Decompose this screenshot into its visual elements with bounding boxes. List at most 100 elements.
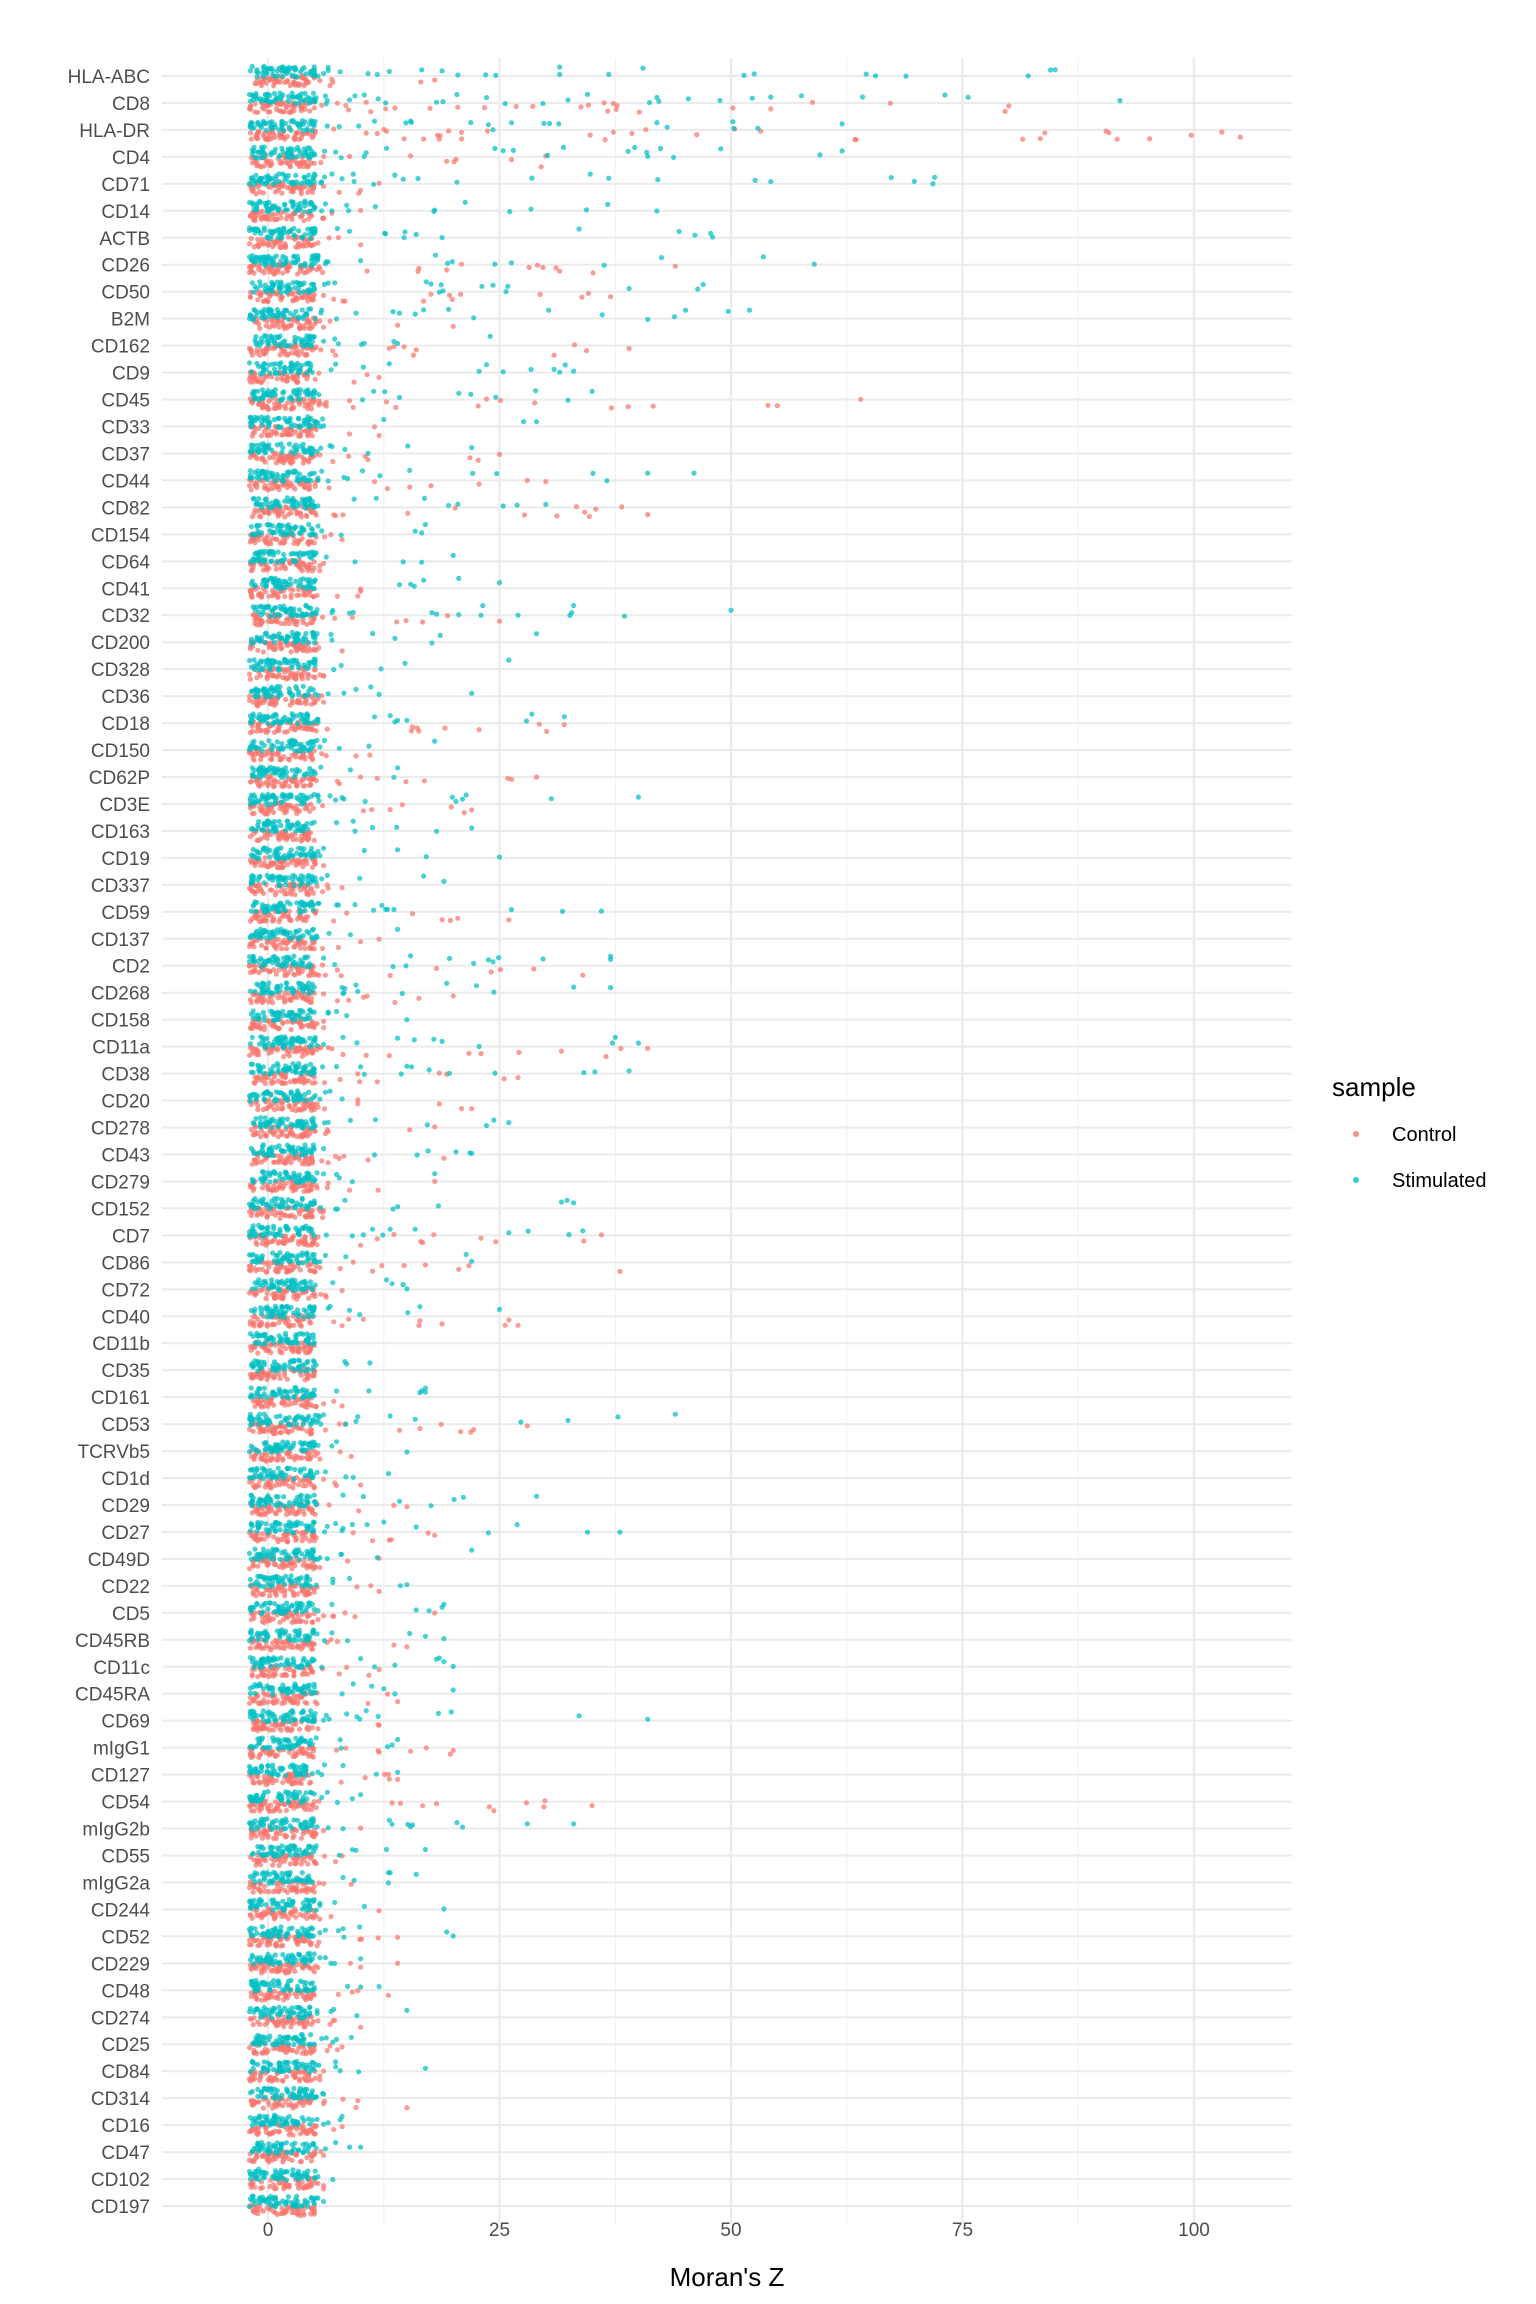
point-control <box>407 1127 413 1133</box>
point-control <box>302 457 308 463</box>
point-control <box>586 513 592 520</box>
point-control <box>298 1646 304 1652</box>
point-control <box>469 807 475 813</box>
point-control <box>330 348 336 354</box>
point-control <box>302 1239 308 1245</box>
point-control <box>267 324 273 330</box>
point-control <box>353 753 359 759</box>
point-control <box>334 1638 340 1645</box>
point-control <box>403 618 409 624</box>
point-control <box>312 2075 318 2081</box>
point-control <box>308 1320 314 1326</box>
point-control <box>246 376 253 382</box>
point-control <box>273 1942 279 1948</box>
point-control <box>391 344 397 350</box>
point-control <box>323 753 329 759</box>
point-control <box>305 567 311 574</box>
point-control <box>288 998 294 1004</box>
point-control <box>260 190 266 196</box>
point-control <box>375 1187 381 1193</box>
point-control <box>321 1080 328 1086</box>
point-control <box>312 1564 318 1570</box>
point-control <box>247 454 253 460</box>
point-control <box>286 783 292 790</box>
point-control <box>291 2020 297 2026</box>
point-control <box>421 298 427 304</box>
point-control <box>254 1587 260 1593</box>
point-control <box>296 538 302 545</box>
point-control <box>250 1696 256 1702</box>
point-control <box>476 481 482 487</box>
point-control <box>289 1912 295 1918</box>
point-control <box>417 1425 423 1432</box>
point-control <box>497 967 503 973</box>
point-control <box>320 803 326 809</box>
point-control <box>304 861 310 867</box>
point-control <box>553 265 559 271</box>
point-control <box>365 1700 371 1706</box>
point-control <box>379 1263 385 1269</box>
point-control <box>305 1861 311 1867</box>
point-control <box>309 1669 315 1675</box>
point-control <box>270 211 276 217</box>
point-control <box>277 1619 283 1625</box>
point-control <box>357 1936 363 1942</box>
point-control <box>253 1994 259 2000</box>
point-control <box>294 783 300 789</box>
point-control <box>264 1105 270 1111</box>
point-control <box>401 1263 407 1269</box>
point-control <box>283 1180 290 1186</box>
point-control <box>301 941 307 947</box>
point-control <box>288 2047 294 2053</box>
point-control <box>259 455 265 461</box>
point-control <box>438 1421 444 1427</box>
point-control <box>331 1613 337 1619</box>
point-control <box>266 2101 272 2108</box>
point-control <box>248 1994 254 2000</box>
point-control <box>294 1046 300 1052</box>
point-control <box>386 345 392 351</box>
point-control <box>436 1070 442 1076</box>
point-control <box>447 917 453 924</box>
point-control <box>401 344 407 350</box>
point-control <box>282 994 288 1001</box>
point-control <box>279 190 285 196</box>
point-control <box>809 99 816 105</box>
point-control <box>272 1425 278 1431</box>
point-control <box>558 1048 565 1054</box>
point-control <box>271 1916 278 1922</box>
point-control <box>295 807 301 813</box>
point-control <box>383 106 389 112</box>
point-control <box>358 1964 364 1970</box>
point-control <box>311 1799 317 1805</box>
point-control <box>344 1664 350 1670</box>
point-control <box>266 1889 272 1895</box>
point-control <box>263 297 269 303</box>
point-control <box>416 995 422 1001</box>
point-control <box>358 774 364 780</box>
point-control <box>262 1484 268 1490</box>
point-control <box>303 1886 309 1892</box>
point-control <box>345 1558 351 1564</box>
point-control <box>273 566 279 572</box>
point-control <box>311 946 317 952</box>
point-control <box>253 134 259 140</box>
point-control <box>288 510 294 516</box>
point-control <box>416 1322 422 1328</box>
point-control <box>267 269 273 275</box>
point-control <box>291 376 297 382</box>
point-control <box>283 1671 289 1677</box>
point-control <box>321 1018 327 1024</box>
point-control <box>1042 130 1048 136</box>
point-control <box>307 397 313 403</box>
point-control <box>248 592 254 598</box>
point-control <box>283 2049 290 2055</box>
point-control <box>296 699 302 705</box>
point-control <box>272 239 278 245</box>
point-control <box>326 485 332 491</box>
point-control <box>251 374 257 380</box>
point-control <box>275 484 281 490</box>
point-control <box>249 514 255 520</box>
point-control <box>313 1913 319 1919</box>
point-control <box>282 1593 288 1599</box>
